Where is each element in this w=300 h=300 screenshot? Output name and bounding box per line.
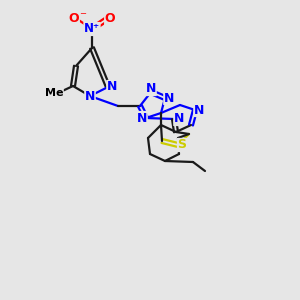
Text: O: O [105,13,115,26]
Text: N: N [146,82,156,95]
Text: N: N [164,92,174,104]
Text: N: N [194,103,204,116]
Text: N: N [137,112,147,124]
Text: N: N [107,80,117,94]
Text: N: N [85,89,95,103]
Text: O: O [69,13,79,26]
Text: −: − [79,9,86,18]
Text: N: N [174,112,184,125]
Text: S: S [178,139,187,152]
Text: N⁺: N⁺ [84,22,100,35]
Text: Me: Me [45,88,63,98]
